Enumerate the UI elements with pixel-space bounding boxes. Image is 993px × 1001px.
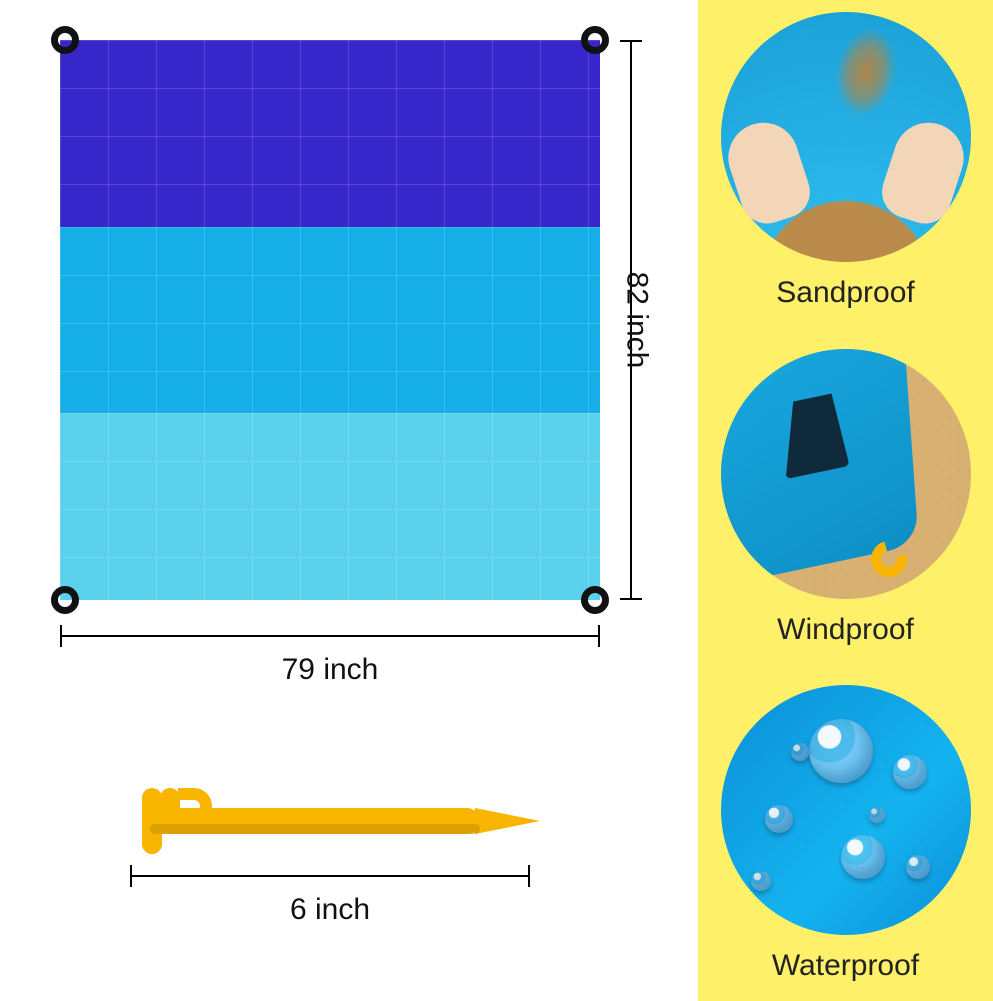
sandproof-illustration: [721, 12, 971, 262]
ground-stake-icon: [100, 770, 560, 870]
ripstop-grid-overlay: [60, 413, 600, 600]
dimension-line: [60, 635, 600, 637]
height-dimension: 82 inch: [620, 40, 670, 600]
water-drop-icon: [751, 871, 771, 891]
blanket-stripe-3: [60, 413, 600, 600]
feature-label: Windproof: [777, 613, 914, 647]
blanket-with-dimensions: [60, 40, 600, 600]
water-drop-icon: [791, 743, 809, 761]
water-drop-icon: [841, 835, 885, 879]
water-drop-icon: [893, 755, 927, 789]
feature-label: Waterproof: [772, 949, 919, 983]
hand-icon: [721, 114, 817, 231]
water-drop-icon: [765, 805, 793, 833]
main-diagram-area: 82 inch 79 inch 6 inch: [0, 0, 680, 1001]
ripstop-grid-overlay: [60, 40, 600, 227]
height-label: 82 inch: [619, 272, 653, 369]
blanket-stripe-1: [60, 40, 600, 227]
blanket-stripe-2: [60, 227, 600, 414]
stake-length-dimension: 6 inch: [130, 865, 530, 925]
hand-icon: [875, 114, 971, 231]
dimension-tick: [528, 865, 530, 887]
feature-waterproof: Waterproof: [710, 685, 981, 983]
stake-with-dimension: 6 inch: [100, 770, 560, 970]
water-drop-icon: [906, 855, 930, 879]
width-label: 79 inch: [282, 653, 379, 687]
stake-length-label: 6 inch: [290, 893, 370, 927]
feature-sandproof: Sandproof: [710, 12, 981, 310]
water-drop-icon: [869, 807, 885, 823]
corner-loop-top-right: [581, 26, 609, 54]
dimension-tick: [598, 625, 600, 647]
corner-loop-bottom-left: [51, 586, 79, 614]
water-drop-icon: [809, 719, 873, 783]
dimension-line: [130, 875, 530, 877]
feature-label: Sandproof: [776, 276, 914, 310]
width-dimension: 79 inch: [60, 625, 600, 685]
corner-loop-top-left: [51, 26, 79, 54]
windproof-illustration: [721, 349, 971, 599]
feature-windproof: Windproof: [710, 349, 981, 647]
ripstop-grid-overlay: [60, 227, 600, 414]
dimension-tick: [620, 598, 642, 600]
beach-blanket: [60, 40, 600, 600]
corner-loop-bottom-right: [581, 586, 609, 614]
feature-sidebar: Sandproof Windproof Waterproof: [698, 0, 993, 1001]
waterproof-illustration: [721, 685, 971, 935]
